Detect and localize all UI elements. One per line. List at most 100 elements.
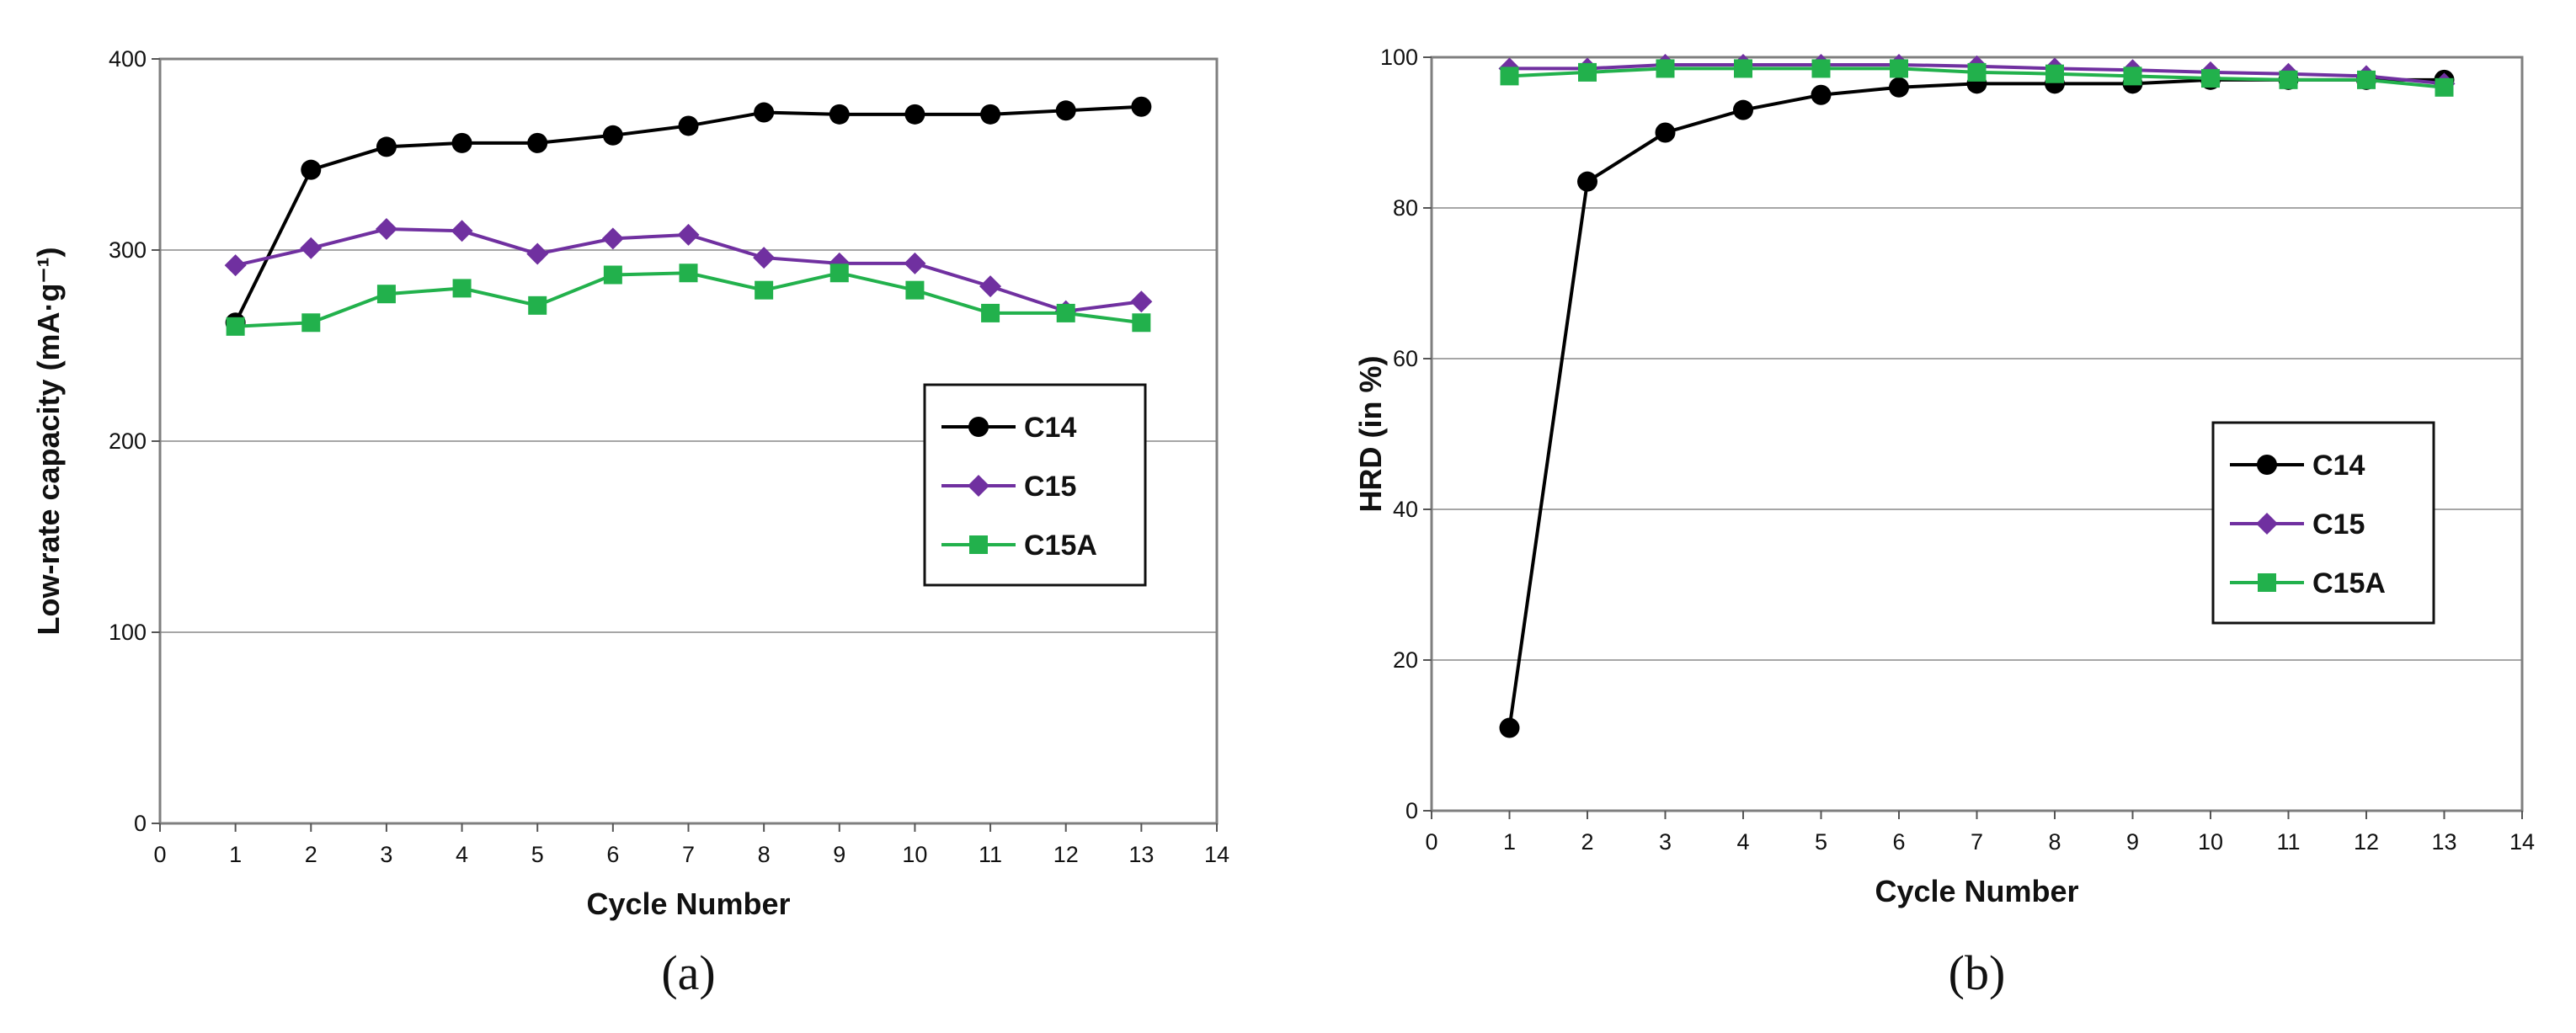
data-point bbox=[603, 265, 622, 285]
legend-label: C15A bbox=[2312, 567, 2386, 599]
legend-label: C15A bbox=[1024, 530, 1097, 562]
data-point bbox=[1055, 100, 1076, 121]
x-tick-label: 3 bbox=[380, 842, 392, 867]
data-point bbox=[2045, 64, 2064, 83]
y-tick-label: 400 bbox=[109, 46, 147, 72]
x-tick-label: 9 bbox=[2126, 829, 2139, 855]
data-point bbox=[451, 132, 472, 153]
data-point bbox=[1132, 313, 1151, 333]
series-C15A bbox=[1500, 59, 2454, 97]
data-point bbox=[1811, 84, 1832, 105]
data-point bbox=[677, 223, 700, 246]
data-point bbox=[753, 247, 776, 269]
data-point bbox=[1811, 59, 1831, 78]
data-point bbox=[1130, 290, 1153, 313]
x-tick-label: 3 bbox=[1659, 829, 1672, 855]
data-point bbox=[375, 218, 397, 241]
x-tick-label: 5 bbox=[531, 842, 544, 867]
x-axis-label: Cycle Number bbox=[1875, 874, 2078, 908]
data-point bbox=[1056, 303, 1075, 322]
series-line bbox=[1507, 77, 2445, 728]
data-point bbox=[679, 264, 698, 283]
x-tick-label: 10 bbox=[902, 842, 927, 867]
x-tick-label: 11 bbox=[2276, 829, 2300, 855]
data-point bbox=[754, 102, 775, 123]
data-point bbox=[1890, 59, 1908, 78]
x-tick-label: 7 bbox=[1971, 829, 1983, 855]
data-point bbox=[2201, 69, 2220, 88]
x-tick-label: 5 bbox=[1815, 829, 1827, 855]
legend: C14 C15 C15A bbox=[923, 383, 1147, 587]
data-point bbox=[1656, 59, 1675, 78]
x-tick-label: 8 bbox=[2048, 829, 2061, 855]
data-point bbox=[905, 280, 925, 300]
legend: C14 C15 C15A bbox=[2211, 421, 2435, 625]
panel-caption: (a) bbox=[661, 945, 715, 1000]
data-point bbox=[602, 125, 623, 146]
series-C15A bbox=[226, 264, 1151, 336]
y-tick-label: 100 bbox=[1380, 45, 1418, 70]
data-point bbox=[601, 227, 624, 250]
legend-label: C15 bbox=[1024, 471, 1076, 503]
data-point bbox=[2435, 77, 2454, 97]
x-tick-label: 1 bbox=[1503, 829, 1516, 855]
legend-marker bbox=[968, 475, 989, 497]
legend-marker bbox=[2257, 455, 2277, 475]
data-point bbox=[1578, 62, 1597, 82]
y-axis-label: HRD (in %) bbox=[1353, 356, 1388, 513]
data-point bbox=[2123, 67, 2142, 86]
x-axis-label: Cycle Number bbox=[586, 887, 790, 921]
data-point bbox=[300, 237, 323, 259]
data-point bbox=[1734, 59, 1752, 78]
legend-marker bbox=[968, 417, 989, 437]
x-tick-label: 4 bbox=[456, 842, 468, 867]
y-tick-label: 20 bbox=[1393, 647, 1418, 673]
data-point bbox=[829, 104, 850, 125]
data-point bbox=[528, 296, 547, 315]
data-point bbox=[981, 303, 1000, 322]
data-point bbox=[1577, 171, 1597, 192]
data-point bbox=[1655, 122, 1676, 143]
x-tick-label: 14 bbox=[2509, 829, 2535, 855]
x-tick-label: 9 bbox=[833, 842, 845, 867]
legend-marker bbox=[2258, 573, 2276, 592]
x-tick-label: 12 bbox=[2354, 829, 2379, 855]
x-tick-label: 10 bbox=[2198, 829, 2223, 855]
x-tick-label: 8 bbox=[758, 842, 771, 867]
x-tick-label: 0 bbox=[1425, 829, 1437, 855]
legend-marker bbox=[969, 535, 988, 554]
x-tick-label: 12 bbox=[1053, 842, 1079, 867]
x-tick-label: 4 bbox=[1736, 829, 1749, 855]
series-C14 bbox=[225, 96, 1152, 333]
x-tick-label: 13 bbox=[1128, 842, 1154, 867]
data-point bbox=[980, 104, 1001, 125]
y-tick-label: 60 bbox=[1393, 346, 1418, 371]
data-point bbox=[451, 220, 473, 242]
x-tick-label: 6 bbox=[1892, 829, 1905, 855]
data-point bbox=[2279, 70, 2298, 89]
data-point bbox=[904, 252, 926, 274]
data-point bbox=[1889, 77, 1909, 98]
data-point bbox=[301, 313, 321, 333]
x-tick-label: 14 bbox=[1204, 842, 1229, 867]
y-tick-label: 0 bbox=[134, 811, 147, 836]
y-tick-label: 0 bbox=[1405, 798, 1418, 823]
y-tick-label: 80 bbox=[1393, 195, 1418, 221]
data-point bbox=[376, 136, 397, 157]
panel-caption: (b) bbox=[1949, 945, 2006, 1000]
data-point bbox=[2357, 70, 2376, 89]
y-tick-label: 100 bbox=[109, 620, 147, 645]
data-point bbox=[979, 275, 1002, 298]
x-tick-label: 0 bbox=[153, 842, 166, 867]
data-point bbox=[452, 279, 472, 298]
x-tick-label: 6 bbox=[606, 842, 619, 867]
series-C14 bbox=[1499, 69, 2455, 738]
legend-label: C14 bbox=[2312, 450, 2365, 482]
legend-label: C14 bbox=[1024, 412, 1076, 444]
data-point bbox=[226, 317, 245, 336]
data-point bbox=[1967, 62, 1987, 82]
x-tick-label: 11 bbox=[979, 842, 1002, 867]
